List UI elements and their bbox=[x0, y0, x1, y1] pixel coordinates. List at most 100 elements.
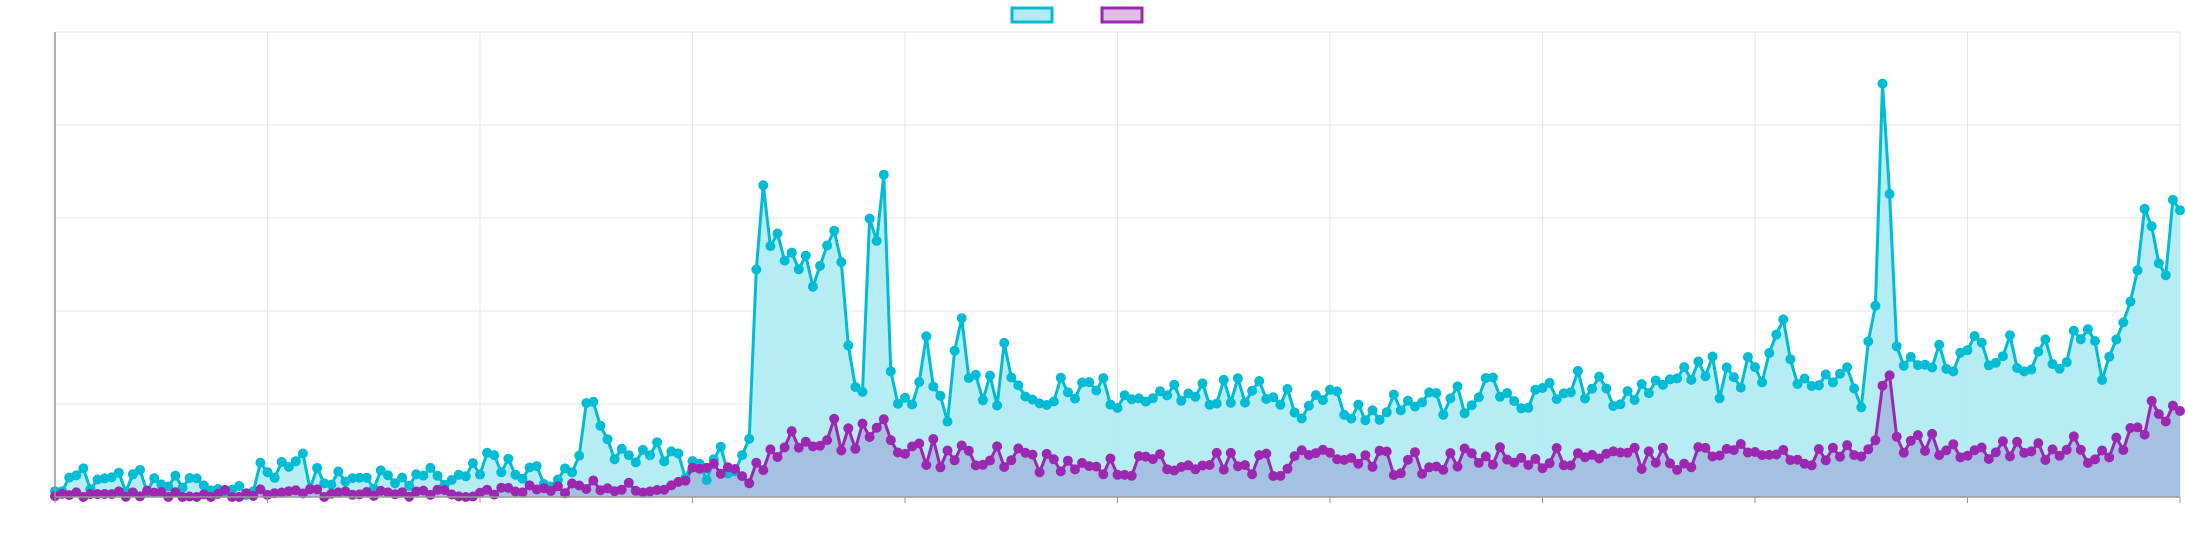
series-b-point[interactable] bbox=[1055, 466, 1066, 477]
series-b-point[interactable] bbox=[2061, 444, 2072, 455]
series-a-point[interactable] bbox=[836, 257, 847, 268]
series-b-point[interactable] bbox=[1147, 454, 1158, 465]
series-b-point[interactable] bbox=[928, 434, 939, 444]
series-a-point[interactable] bbox=[2075, 334, 2086, 345]
series-a-point[interactable] bbox=[630, 457, 641, 468]
series-b-point[interactable] bbox=[517, 487, 528, 498]
series-a-point[interactable] bbox=[375, 465, 386, 476]
series-a-point[interactable] bbox=[2139, 203, 2150, 214]
series-b-point[interactable] bbox=[1034, 467, 1045, 478]
series-b-point[interactable] bbox=[1353, 458, 1364, 469]
series-b-point[interactable] bbox=[1027, 449, 1038, 460]
series-a-point[interactable] bbox=[467, 458, 478, 469]
series-b-point[interactable] bbox=[1870, 435, 1881, 446]
series-b-point[interactable] bbox=[956, 440, 967, 451]
series-b-point[interactable] bbox=[878, 414, 889, 425]
series-a-point[interactable] bbox=[1232, 373, 1243, 384]
series-a-point[interactable] bbox=[2118, 317, 2129, 328]
series-b-point[interactable] bbox=[1296, 445, 1307, 456]
series-a-point[interactable] bbox=[1346, 413, 1357, 424]
series-b-point[interactable] bbox=[432, 484, 443, 495]
series-b-point[interactable] bbox=[2104, 452, 2115, 463]
series-b-point[interactable] bbox=[2026, 446, 2037, 457]
series-b-point[interactable] bbox=[1636, 464, 1647, 474]
series-a-point[interactable] bbox=[1395, 405, 1406, 416]
series-a-point[interactable] bbox=[2061, 357, 2072, 368]
series-a-point[interactable] bbox=[1948, 366, 1959, 377]
series-b-point[interactable] bbox=[496, 482, 507, 493]
series-b-point[interactable] bbox=[1381, 446, 1392, 457]
series-b-point[interactable] bbox=[1714, 450, 1725, 461]
series-a-point[interactable] bbox=[800, 250, 811, 261]
series-a-point[interactable] bbox=[1537, 383, 1548, 393]
series-b-point[interactable] bbox=[1459, 443, 1470, 454]
series-b-point[interactable] bbox=[1551, 443, 1562, 453]
series-a-point[interactable] bbox=[935, 390, 946, 401]
series-b-point[interactable] bbox=[1325, 447, 1335, 458]
series-a-point[interactable] bbox=[184, 473, 195, 483]
series-a-point[interactable] bbox=[673, 448, 684, 459]
series-a-point[interactable] bbox=[1601, 383, 1612, 394]
series-a-point[interactable] bbox=[106, 472, 117, 483]
series-b-point[interactable] bbox=[2118, 445, 2129, 455]
series-a-point[interactable] bbox=[347, 473, 358, 484]
series-b-point[interactable] bbox=[1466, 448, 1477, 459]
series-a-point[interactable] bbox=[149, 473, 160, 484]
series-a-point[interactable] bbox=[970, 369, 981, 380]
series-a-point[interactable] bbox=[892, 398, 903, 409]
series-b-point[interactable] bbox=[744, 478, 755, 489]
series-a-point[interactable] bbox=[333, 466, 344, 477]
series-a-point[interactable] bbox=[829, 225, 840, 236]
series-a-point[interactable] bbox=[382, 470, 393, 481]
series-a-point[interactable] bbox=[1048, 396, 1059, 407]
series-b-point[interactable] bbox=[2047, 444, 2058, 455]
series-a-point[interactable] bbox=[1084, 377, 1095, 388]
series-a-point[interactable] bbox=[1282, 384, 1293, 394]
series-a-point[interactable] bbox=[999, 337, 1010, 348]
series-a-point[interactable] bbox=[1778, 314, 1789, 325]
series-a-point[interactable] bbox=[1792, 379, 1803, 389]
series-b-point[interactable] bbox=[1672, 464, 1683, 475]
series-a-point[interactable] bbox=[531, 461, 542, 472]
series-b-point[interactable] bbox=[1565, 460, 1576, 471]
series-b-point[interactable] bbox=[1856, 451, 1867, 462]
series-b-point[interactable] bbox=[935, 462, 946, 473]
series-b-point[interactable] bbox=[545, 486, 556, 496]
series-b-point[interactable] bbox=[2139, 429, 2150, 440]
series-b-point[interactable] bbox=[772, 452, 783, 462]
series-a-point[interactable] bbox=[1912, 360, 1923, 371]
series-a-point[interactable] bbox=[1813, 380, 1824, 391]
series-b-point[interactable] bbox=[1261, 448, 1272, 459]
series-a-point[interactable] bbox=[1771, 329, 1782, 340]
series-a-point[interactable] bbox=[1445, 393, 1456, 404]
series-a-point[interactable] bbox=[191, 473, 202, 484]
series-b-point[interactable] bbox=[2054, 450, 2065, 461]
series-b-point[interactable] bbox=[815, 440, 825, 451]
series-a-point[interactable] bbox=[1735, 382, 1746, 393]
series-a-point[interactable] bbox=[1764, 348, 1775, 358]
series-a-point[interactable] bbox=[956, 313, 967, 324]
series-a-point[interactable] bbox=[602, 434, 613, 445]
series-a-point[interactable] bbox=[198, 480, 209, 491]
series-b-point[interactable] bbox=[482, 484, 493, 495]
series-a-point[interactable] bbox=[1870, 300, 1881, 311]
series-a-point[interactable] bbox=[701, 475, 712, 486]
series-a-point[interactable] bbox=[1657, 379, 1668, 390]
series-a-point[interactable] bbox=[1587, 383, 1598, 394]
series-a-point[interactable] bbox=[850, 382, 861, 392]
series-a-point[interactable] bbox=[2005, 330, 2015, 341]
series-b-point[interactable] bbox=[1084, 461, 1095, 472]
series-a-point[interactable] bbox=[942, 416, 953, 427]
series-a-point[interactable] bbox=[262, 467, 273, 478]
series-a-point[interactable] bbox=[170, 470, 181, 481]
series-a-point[interactable] bbox=[1835, 368, 1845, 379]
series-a-point[interactable] bbox=[1572, 365, 1583, 376]
series-b-point[interactable] bbox=[737, 471, 748, 482]
series-b-point[interactable] bbox=[1983, 454, 1994, 464]
series-a-point[interactable] bbox=[1799, 373, 1810, 384]
series-b-point[interactable] bbox=[1098, 469, 1109, 480]
series-a-point[interactable] bbox=[1466, 400, 1477, 411]
series-a-point[interactable] bbox=[623, 450, 634, 461]
series-b-point[interactable] bbox=[680, 475, 691, 486]
series-b-point[interactable] bbox=[1282, 463, 1293, 474]
